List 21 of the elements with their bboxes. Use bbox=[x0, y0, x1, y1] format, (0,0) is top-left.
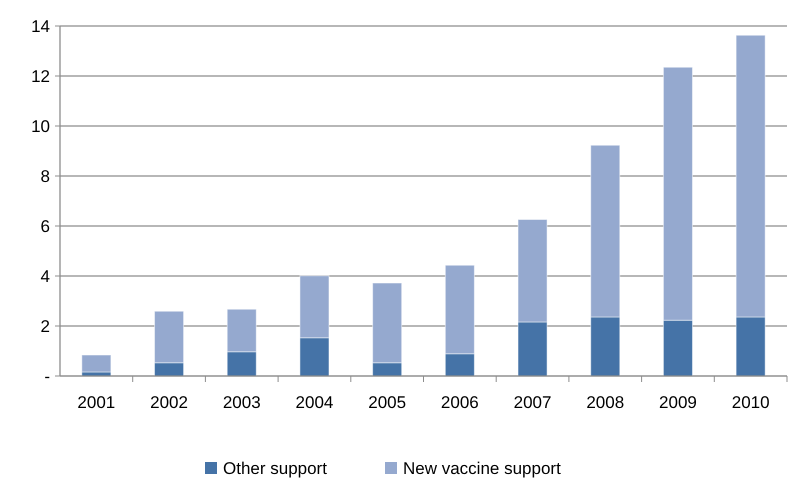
y-tick-label: 6 bbox=[40, 216, 50, 236]
x-tick-label: 2001 bbox=[77, 393, 116, 412]
x-tick-label: 2009 bbox=[659, 393, 697, 412]
y-tick-label: 14 bbox=[31, 16, 50, 36]
y-tick-label: 8 bbox=[40, 166, 50, 186]
x-tick-label: 2007 bbox=[514, 393, 552, 412]
y-tick-label: 2 bbox=[40, 316, 50, 336]
x-tick-label: 2004 bbox=[296, 393, 334, 412]
y-tick-label: 4 bbox=[40, 266, 50, 286]
x-tick-label: 2002 bbox=[150, 393, 188, 412]
x-tick-label: 2008 bbox=[586, 393, 624, 412]
legend-label: Other support bbox=[223, 458, 328, 478]
y-tick-label: 10 bbox=[31, 116, 50, 136]
x-tick-label: 2005 bbox=[368, 393, 406, 412]
x-tick-label: 2006 bbox=[440, 393, 479, 412]
bar bbox=[81, 354, 112, 372]
x-tick-label: 2010 bbox=[732, 393, 770, 412]
y-tick-label: 12 bbox=[31, 66, 50, 86]
legend-label: New vaccine support bbox=[403, 458, 562, 478]
x-tick-label: 2003 bbox=[222, 393, 261, 412]
y-tick-label: - bbox=[44, 366, 50, 386]
